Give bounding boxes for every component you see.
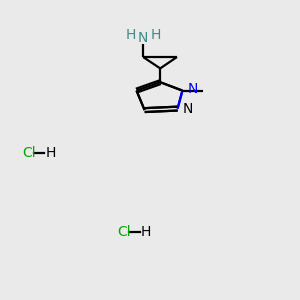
- Text: H: H: [150, 28, 161, 42]
- Text: Cl: Cl: [117, 225, 130, 238]
- Text: H: H: [125, 28, 136, 42]
- Text: N: N: [138, 31, 148, 45]
- Text: N: N: [183, 102, 194, 116]
- Text: H: H: [46, 146, 56, 160]
- Text: Cl: Cl: [22, 146, 35, 160]
- Text: H: H: [141, 225, 151, 238]
- Text: N: N: [188, 82, 198, 96]
